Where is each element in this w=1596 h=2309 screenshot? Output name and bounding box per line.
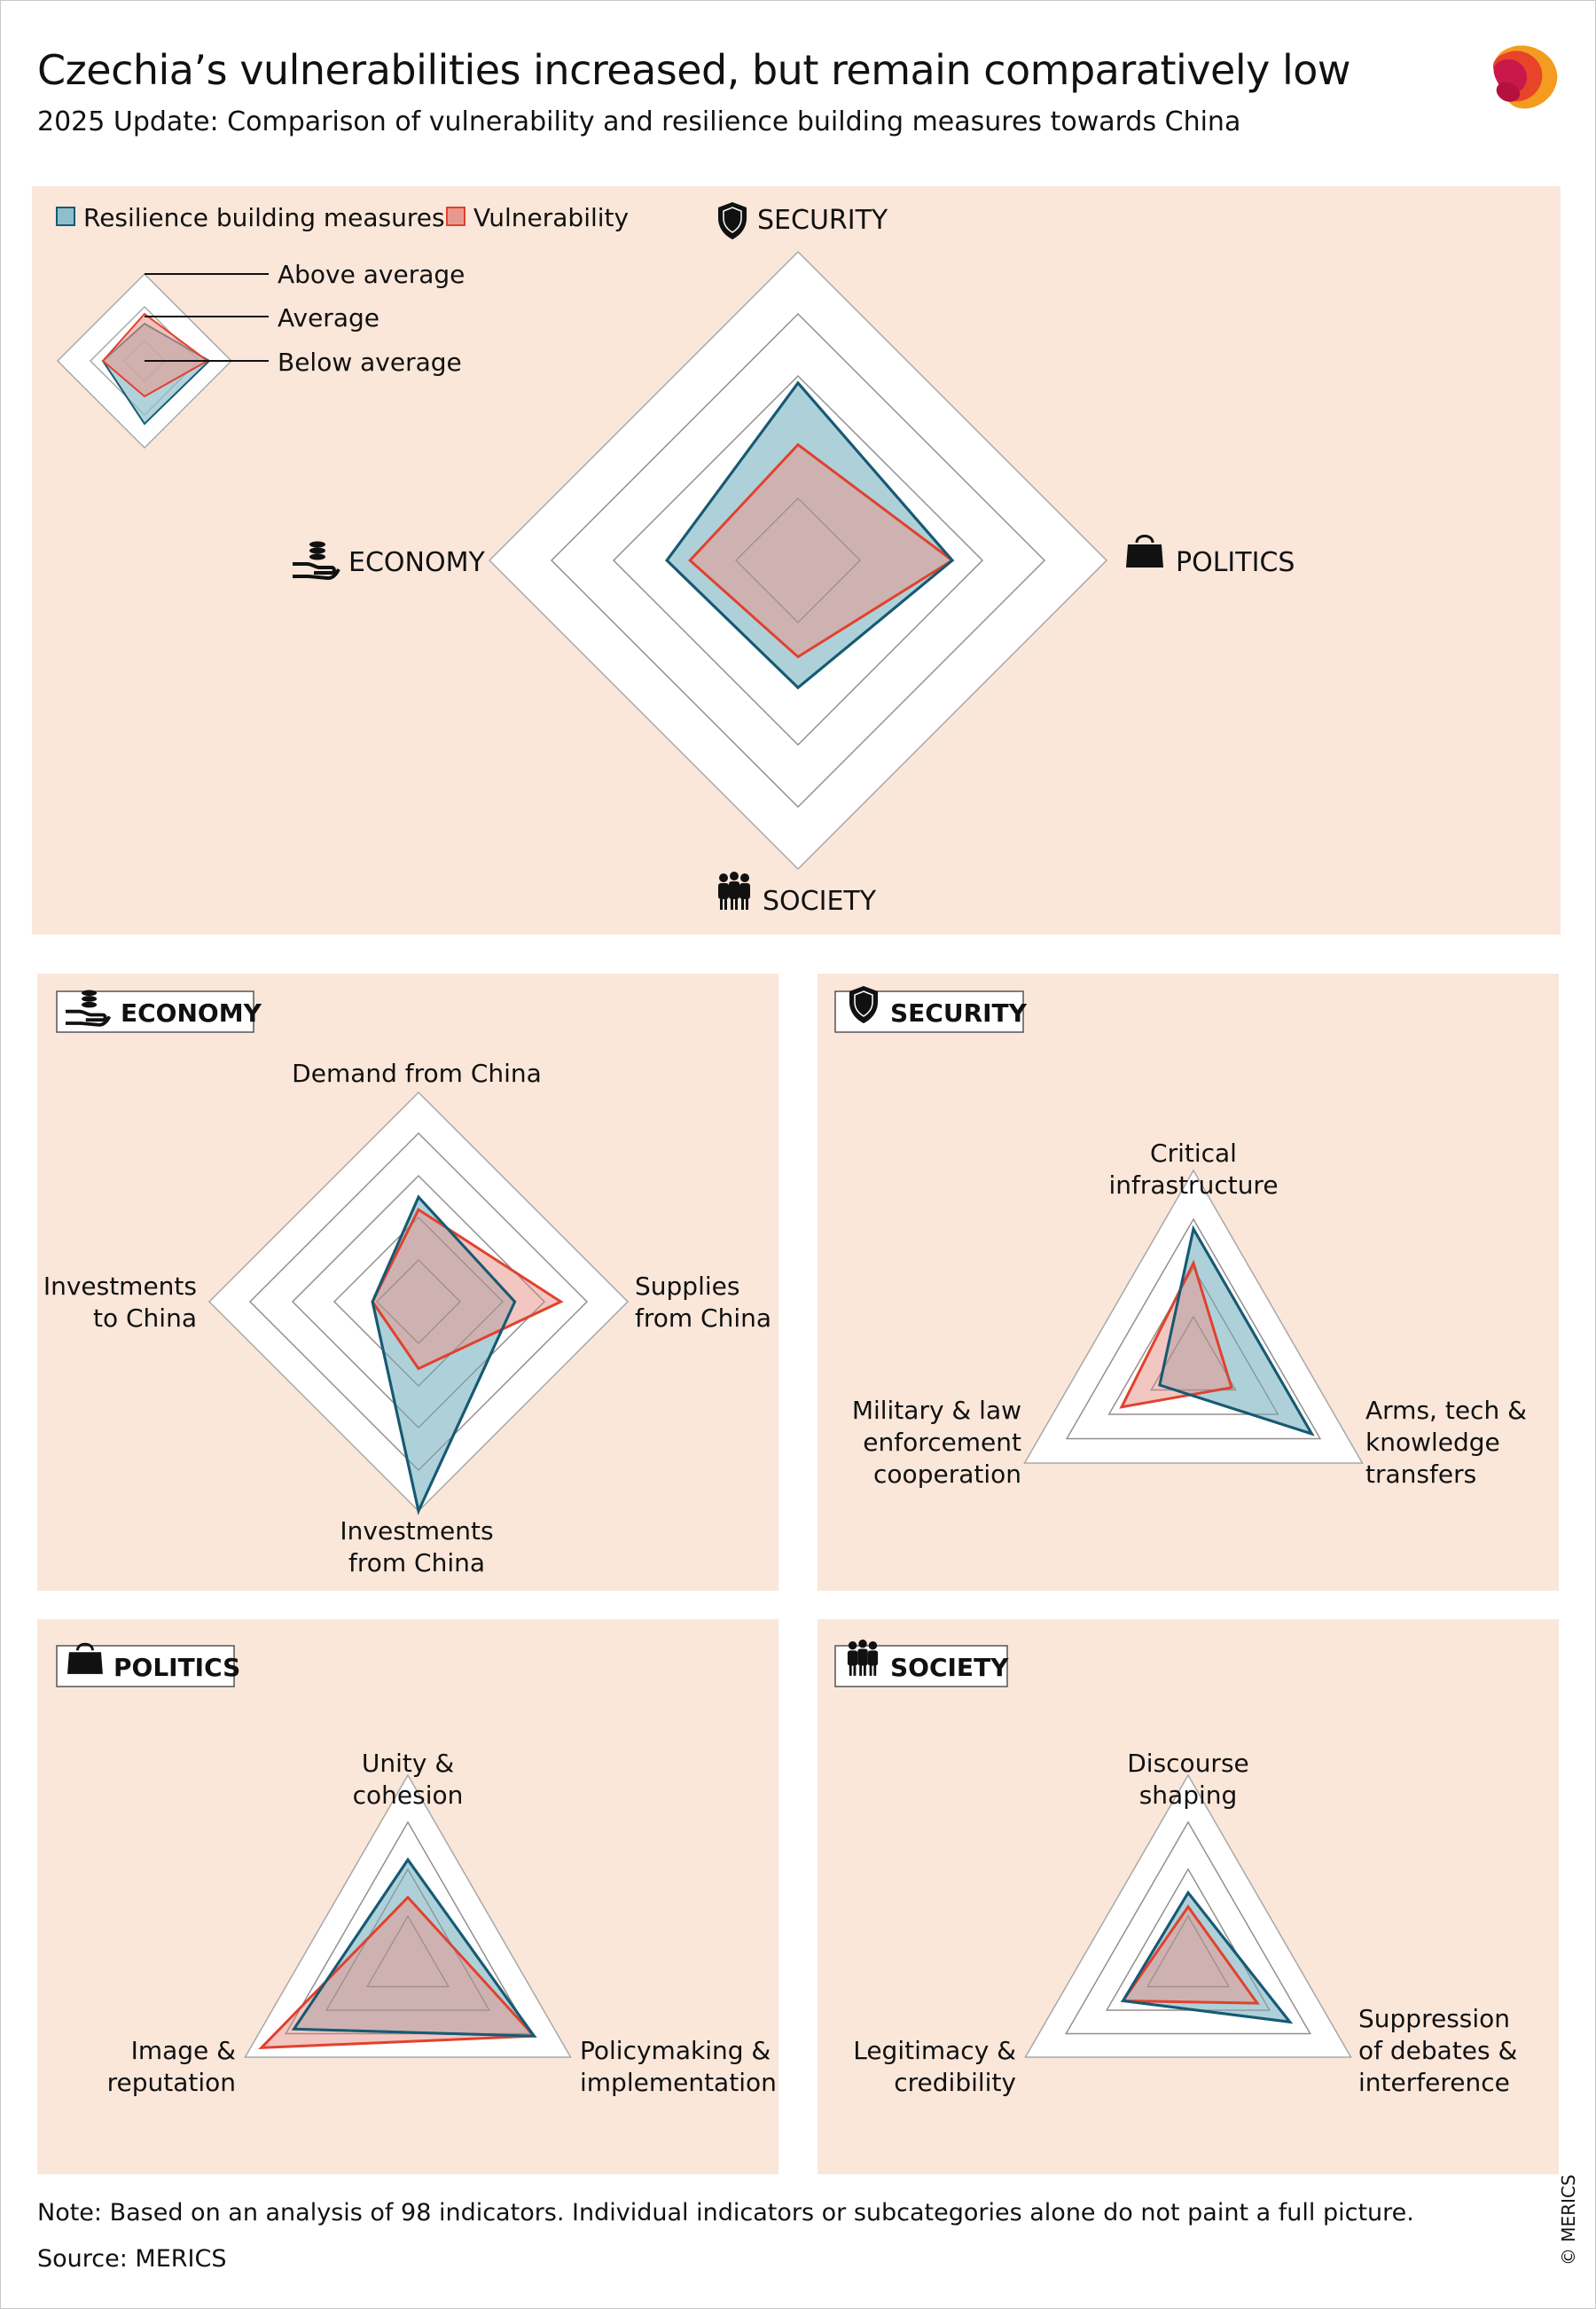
security-series-resilience-outline bbox=[1158, 1225, 1315, 1436]
economy-series-vulnerability-area bbox=[371, 1208, 564, 1371]
handbag-icon bbox=[67, 1642, 103, 1674]
politics-radar-chart bbox=[244, 1773, 572, 2058]
overview-grid-ring bbox=[612, 374, 984, 747]
society-grid-ring bbox=[1065, 1820, 1311, 2035]
society-axis-label-discourse: Discourse shaping bbox=[1127, 1749, 1249, 1810]
overview-politics-label-group: POLITICS bbox=[1126, 535, 1295, 578]
security-axis-label-critical: Critical infrastructure bbox=[1108, 1139, 1278, 1200]
politics-grid-ring-overlay bbox=[285, 1820, 531, 2035]
politics-grid-ring-overlay bbox=[366, 1914, 450, 1988]
society-series-resilience-outline bbox=[1121, 1890, 1294, 2024]
security-series-vulnerability-area bbox=[1119, 1259, 1233, 1409]
overview-axis-label-society: SOCIETY bbox=[763, 886, 877, 917]
overview-series-vulnerability-area bbox=[688, 442, 955, 659]
society-panel-title: SOCIETY bbox=[890, 1653, 1009, 1682]
security-axis-label-military: Military & law enforcement cooperation bbox=[852, 1396, 1021, 1489]
politics-axis-label-unity: Unity & cohesion bbox=[353, 1749, 464, 1810]
people-group-icon bbox=[847, 1640, 879, 1676]
shield-icon bbox=[718, 202, 747, 239]
economy-grid-ring-overlay bbox=[292, 1175, 545, 1428]
economy-grid-ring-overlay bbox=[333, 1217, 504, 1387]
economy-axis-label-investments-from: Investments from China bbox=[340, 1516, 493, 1577]
economy-axis-label-investments-to: Investments to China bbox=[43, 1272, 197, 1333]
politics-panel-title-box: POLITICS bbox=[56, 1642, 240, 1687]
legend-swatch-vulnerability bbox=[446, 207, 466, 226]
overview-grid-ring-overlay bbox=[735, 497, 861, 623]
security-panel-title-box: SECURITY bbox=[834, 986, 1028, 1033]
hand-coins-icon bbox=[66, 990, 112, 1027]
overview-axis-label-economy: ECONOMY bbox=[348, 547, 485, 578]
economy-grid-ring-overlay bbox=[376, 1259, 461, 1344]
mini-label-average: Average bbox=[278, 303, 379, 333]
people-group-icon bbox=[718, 872, 750, 910]
economy-axis-label-demand: Demand from China bbox=[292, 1059, 542, 1088]
overview-grid-ring-overlay bbox=[613, 375, 983, 746]
security-radar-chart bbox=[1023, 1169, 1364, 1464]
footer-source: Source: MERICS bbox=[37, 2245, 227, 2273]
overview-economy-label-group: ECONOMY bbox=[293, 541, 485, 581]
overview-axis-label-security: SECURITY bbox=[757, 205, 888, 236]
security-grid-ring-overlay bbox=[1107, 1266, 1279, 1415]
society-axis-label-suppression: Suppression of debates & interference bbox=[1358, 2004, 1517, 2097]
politics-series-resilience-outline bbox=[291, 1857, 537, 2038]
society-radar-chart bbox=[1024, 1773, 1352, 2058]
legend: Resilience building measures Vulnerabili… bbox=[56, 203, 629, 232]
overview-series-resilience-outline bbox=[665, 380, 955, 690]
security-grid-ring bbox=[1065, 1217, 1322, 1440]
legend-label-resilience: Resilience building measures bbox=[83, 203, 445, 232]
overview-security-label-group: SECURITY bbox=[718, 202, 888, 239]
mini-label-below: Below average bbox=[278, 348, 462, 377]
politics-panel-title: POLITICS bbox=[113, 1653, 240, 1682]
mini-label-above: Above average bbox=[278, 260, 465, 289]
handbag-icon bbox=[1126, 535, 1163, 567]
legend-label-vulnerability: Vulnerability bbox=[473, 203, 629, 232]
society-grid-ring-overlay bbox=[1146, 1914, 1230, 1988]
mini-scale-legend: Above average Average Below average bbox=[56, 260, 465, 450]
footer-note: Note: Based on an analysis of 98 indicat… bbox=[37, 2199, 1414, 2227]
politics-grid-ring-overlay bbox=[325, 1867, 490, 2011]
economy-panel-title: ECONOMY bbox=[121, 998, 262, 1028]
economy-grid-ring-overlay bbox=[249, 1132, 588, 1471]
politics-axis-label-policymaking: Policymaking & implementation bbox=[580, 2036, 777, 2097]
overview-axis-label-politics: POLITICS bbox=[1176, 547, 1295, 578]
overview-grid-ring-overlay bbox=[551, 313, 1045, 808]
economy-radar-chart bbox=[207, 1091, 630, 1515]
overview-society-label-group: SOCIETY bbox=[718, 872, 877, 917]
society-panel-title-box: SOCIETY bbox=[834, 1640, 1009, 1687]
page-subtitle: 2025 Update: Comparison of vulnerability… bbox=[37, 106, 1241, 137]
merics-logo bbox=[1492, 45, 1558, 109]
society-series-vulnerability-area bbox=[1120, 1904, 1260, 2005]
overview-grid-ring bbox=[550, 312, 1046, 809]
politics-series-vulnerability-area bbox=[258, 1895, 537, 2050]
society-grid-ring-overlay bbox=[1065, 1820, 1311, 2035]
security-grid-ring-overlay bbox=[1066, 1217, 1321, 1440]
mini-vulnerability-area bbox=[101, 312, 209, 398]
overview-radar-chart bbox=[488, 250, 1108, 871]
security-grid-ring-overlay bbox=[1150, 1315, 1237, 1391]
security-panel-title: SECURITY bbox=[890, 998, 1028, 1028]
politics-axis-label-image: Image & reputation bbox=[107, 2036, 236, 2097]
security-axis-label-arms: Arms, tech & knowledge transfers bbox=[1365, 1396, 1527, 1489]
legend-swatch-resilience bbox=[56, 207, 75, 226]
economy-panel-title-box: ECONOMY bbox=[56, 990, 262, 1033]
hand-coins-icon bbox=[293, 541, 340, 581]
economy-axis-label-supplies: Supplies from China bbox=[635, 1272, 771, 1333]
society-axis-label-legitimacy: Legitimacy & credibility bbox=[853, 2036, 1016, 2097]
shield-icon bbox=[849, 986, 878, 1023]
page-title: Czechia’s vulnerabilities increased, but… bbox=[37, 46, 1351, 94]
economy-series-resilience-outline bbox=[371, 1194, 517, 1515]
copyright-label: © MERICS bbox=[1558, 2174, 1579, 2266]
